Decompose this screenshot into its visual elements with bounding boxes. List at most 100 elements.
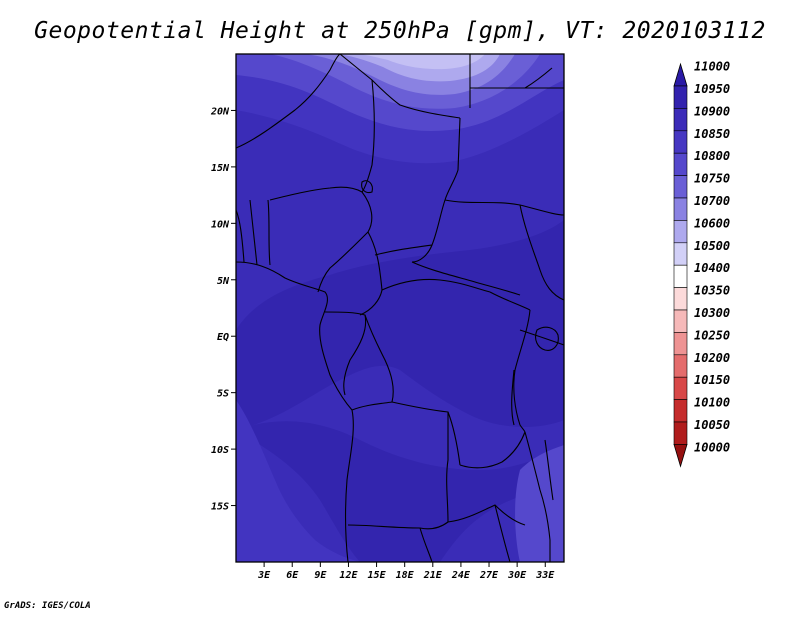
colorbar-label: 10250 xyxy=(694,328,730,342)
colorbar-swatch xyxy=(673,376,688,400)
colorbar-bottom-arrow xyxy=(673,444,688,468)
colorbar-swatch xyxy=(673,354,688,378)
border-chad-car xyxy=(374,244,433,256)
longitude-axis: 3E 6E 9E 12E 15E 18E 21E 24E 27E 30E 33E xyxy=(257,562,555,581)
lat-tick-label: 5S xyxy=(217,389,229,400)
colorbar-swatch xyxy=(673,175,688,199)
lon-tick-label: 33E xyxy=(535,570,555,581)
colorbar-swatch xyxy=(673,130,688,154)
border-niger-chad xyxy=(361,79,375,193)
border-south-sudan-uganda xyxy=(489,291,531,311)
height-field xyxy=(236,54,564,562)
colorbar-label: 10800 xyxy=(694,149,730,163)
border-benin-togo xyxy=(249,199,258,266)
field-dark-core xyxy=(236,220,564,430)
lon-tick-label: 21E xyxy=(423,570,443,581)
colorbar: 11000 10950 10900 10850 10800 10750 10700 10600… xyxy=(673,60,730,468)
lon-tick-label: 18E xyxy=(396,570,415,581)
border-botswana xyxy=(419,527,433,562)
colorbar-swatch xyxy=(673,332,688,356)
coastline-west-africa xyxy=(236,261,353,411)
border-tanzania xyxy=(519,329,564,346)
border-ethiopia xyxy=(519,204,564,301)
colorbar-top-arrow xyxy=(673,62,688,87)
lat-tick-label: 5N xyxy=(217,276,230,287)
lake-tanganyika xyxy=(511,369,515,426)
lon-tick-label: 9E xyxy=(314,570,327,581)
border-chad-sudan xyxy=(411,117,461,263)
border-congo-drc xyxy=(364,314,394,403)
lon-tick-label: 24E xyxy=(451,570,471,581)
border-niger-nigeria xyxy=(269,186,363,201)
lon-tick-label: 3E xyxy=(257,570,271,581)
colorbar-label: 10400 xyxy=(694,261,730,275)
border-drc-east xyxy=(513,309,531,433)
border-sudan-south xyxy=(444,199,564,216)
lake-malawi xyxy=(544,439,554,501)
lon-tick-label: 30E xyxy=(507,570,527,581)
lat-tick-label: 15N xyxy=(211,163,230,174)
border-gabon-congo xyxy=(324,311,367,396)
colorbar-label: 10700 xyxy=(694,194,730,208)
border-niger-algeria xyxy=(236,54,341,149)
colorbar-swatch xyxy=(673,309,688,333)
lake-chad xyxy=(361,180,373,194)
lat-tick-label: 15S xyxy=(211,502,229,513)
lat-tick-label: 20N xyxy=(210,106,230,117)
border-libya-chad xyxy=(339,54,461,119)
colorbar-swatch xyxy=(673,287,688,311)
colorbar-label: 10600 xyxy=(694,216,730,230)
colorbar-label: 10300 xyxy=(694,306,730,320)
map-frame xyxy=(235,53,565,563)
field-band-10500 xyxy=(360,54,485,70)
border-nigeria-cameroon xyxy=(317,191,373,293)
colorbar-label: 10350 xyxy=(694,284,730,298)
lon-tick-label: 27E xyxy=(479,570,499,581)
colorbar-label: 10150 xyxy=(694,373,730,387)
colorbar-swatch xyxy=(673,399,688,423)
lat-tick-label: 10S xyxy=(211,445,229,456)
border-drc-zambia xyxy=(459,431,526,469)
grads-credit: GrADS: IGES/COLA xyxy=(4,601,91,611)
border-zimbabwe xyxy=(494,504,511,562)
field-band-southwest xyxy=(236,400,360,562)
colorbar-label: 10750 xyxy=(694,172,730,186)
country-borders xyxy=(236,54,564,562)
border-ghana xyxy=(236,209,245,263)
colorbar-swatch xyxy=(673,197,688,221)
border-nigeria-benin xyxy=(267,199,271,266)
border-drc-angola xyxy=(351,401,461,466)
border-angola-zambia xyxy=(446,412,449,523)
colorbar-label: 10500 xyxy=(694,239,730,253)
colorbar-swatch xyxy=(673,152,688,176)
border-mozambique xyxy=(524,431,551,562)
map-title: Geopotential Height at 250hPa [gpm], VT:… xyxy=(34,18,766,44)
lon-tick-label: 12E xyxy=(339,570,358,581)
colorbar-swatch xyxy=(673,264,688,288)
colorbar-label: 10050 xyxy=(694,418,730,432)
lake-victoria xyxy=(535,326,559,351)
coastline-southwest xyxy=(345,409,354,562)
latitude-axis: 20N 15N 10N 5N EQ 5S 10S 15S xyxy=(210,106,236,513)
colorbar-label: 10850 xyxy=(694,127,730,141)
colorbar-label: 10000 xyxy=(694,440,730,454)
border-car-sudan xyxy=(411,261,521,296)
border-angola-namibia xyxy=(347,521,449,530)
lat-tick-label: EQ xyxy=(217,332,229,343)
colorbar-label: 10900 xyxy=(694,104,730,118)
field-dark-south xyxy=(236,421,564,562)
colorbar-swatch xyxy=(673,108,688,132)
colorbar-swatch xyxy=(673,242,688,266)
lat-tick-label: 10N xyxy=(211,219,230,230)
colorbar-label: 10200 xyxy=(694,351,730,365)
lon-tick-label: 15E xyxy=(368,570,387,581)
colorbar-label: 10100 xyxy=(694,396,730,410)
colorbar-label: 10950 xyxy=(694,82,730,96)
field-band-southeast xyxy=(515,445,564,562)
colorbar-swatch xyxy=(673,421,688,445)
colorbar-label: 11000 xyxy=(694,60,730,74)
colorbar-swatch xyxy=(673,220,688,244)
border-car-drc xyxy=(381,278,491,293)
lon-tick-label: 6E xyxy=(286,570,299,581)
